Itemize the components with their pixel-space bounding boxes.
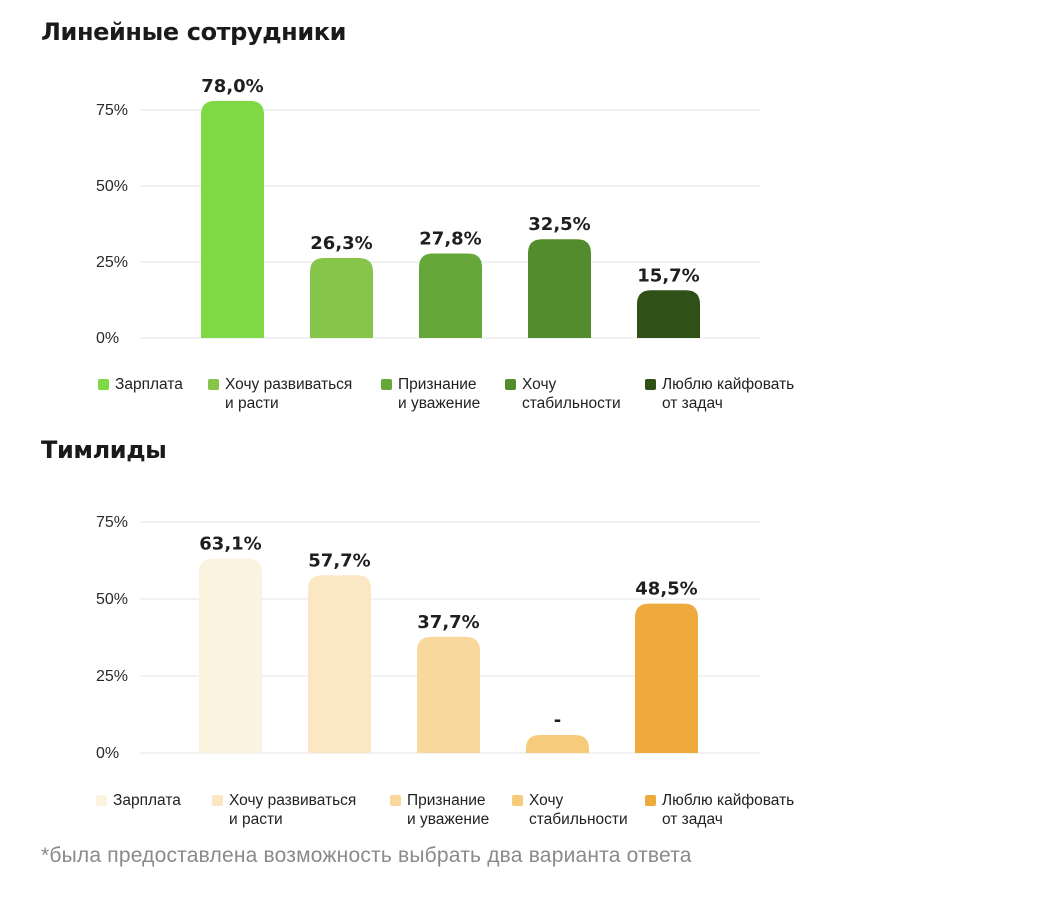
legend-label: Хочу развиваться и расти <box>225 376 353 412</box>
legend-swatch <box>645 379 656 390</box>
legend-label: Хочу стабильности <box>522 376 621 412</box>
y-tick-label: 50% <box>96 591 128 608</box>
legend-swatch <box>512 795 523 806</box>
y-tick-label: 0% <box>96 330 119 347</box>
legend-label: Признание и уважение <box>407 792 490 828</box>
bar <box>528 239 591 338</box>
legend-item: Зарплата <box>98 375 183 394</box>
legend-swatch <box>645 795 656 806</box>
bar <box>310 258 373 338</box>
y-tick-label: 75% <box>96 514 128 531</box>
y-tick-label: 0% <box>96 745 119 762</box>
chart-title-line-employees: Линейные сотрудники <box>41 18 347 46</box>
legend-item: Люблю кайфовать от задач <box>645 375 794 413</box>
data-label: 26,3% <box>310 233 372 254</box>
data-label: 57,7% <box>308 550 370 571</box>
bar <box>526 735 589 753</box>
legend-swatch <box>390 795 401 806</box>
bar <box>199 558 262 753</box>
data-label: - <box>554 710 561 731</box>
legend-label: Люблю кайфовать от задач <box>662 792 795 828</box>
legend-item: Признание и уважение <box>381 375 480 413</box>
bar-chart-teamleads: 0% 25% 50% 75% 63,1% 57,7% 37,7% - 48,5% <box>96 514 760 762</box>
y-tick-label: 75% <box>96 102 128 119</box>
footnote: *была предоставлена возможность выбрать … <box>41 844 692 867</box>
legend-swatch <box>96 795 107 806</box>
data-label: 15,7% <box>637 265 699 286</box>
bar <box>637 290 700 338</box>
legend-swatch <box>381 379 392 390</box>
y-tick-label: 50% <box>96 178 128 195</box>
legend-label: Зарплата <box>113 792 181 809</box>
data-label: 27,8% <box>419 228 481 249</box>
legend-label: Признание и уважение <box>398 376 481 412</box>
y-tick-label: 25% <box>96 668 128 685</box>
y-tick-label: 25% <box>96 254 128 271</box>
legend-item: Люблю кайфовать от задач <box>645 791 794 829</box>
bar <box>419 253 482 338</box>
legend-item: Признание и уважение <box>390 791 489 829</box>
legend-item: Хочу развиваться и расти <box>212 791 356 829</box>
legend-swatch <box>212 795 223 806</box>
data-label: 32,5% <box>528 214 590 235</box>
data-label: 63,1% <box>199 534 261 555</box>
legend-label: Люблю кайфовать от задач <box>662 376 795 412</box>
legend-label: Хочу стабильности <box>529 792 628 828</box>
bar <box>201 100 264 338</box>
data-label: 78,0% <box>201 76 263 97</box>
bar <box>417 636 480 753</box>
legend-swatch <box>98 379 109 390</box>
bar-chart-line-employees: 0% 25% 50% 75% 78,0% 26,3% 27,8% 32,5% 15,7% <box>96 76 760 347</box>
bar <box>308 575 371 753</box>
legend-item: Хочу стабильности <box>512 791 628 829</box>
data-label: 37,7% <box>417 612 479 633</box>
legend-label: Зарплата <box>115 376 183 393</box>
bar <box>635 603 698 753</box>
legend-item: Зарплата <box>96 791 181 810</box>
legend-swatch <box>505 379 516 390</box>
legend-swatch <box>208 379 219 390</box>
legend-item: Хочу развиваться и расти <box>208 375 352 413</box>
data-label: 48,5% <box>635 579 697 600</box>
legend-item: Хочу стабильности <box>505 375 621 413</box>
legend-label: Хочу развиваться и расти <box>229 792 357 828</box>
chart-title-teamleads: Тимлиды <box>41 436 167 464</box>
